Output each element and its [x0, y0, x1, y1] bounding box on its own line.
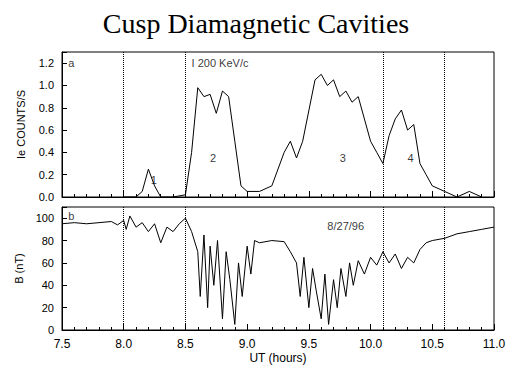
- svg-text:Cusp Diamagnetic Cavities: Cusp Diamagnetic Cavities: [103, 8, 409, 39]
- svg-text:2: 2: [210, 152, 216, 164]
- svg-text:100: 100: [36, 212, 54, 224]
- svg-text:10.5: 10.5: [421, 337, 445, 351]
- svg-text:80: 80: [42, 235, 54, 247]
- svg-text:3: 3: [340, 152, 346, 164]
- svg-text:1: 1: [150, 174, 157, 187]
- svg-text:0: 0: [48, 324, 54, 336]
- svg-text:Ie COUNTS/S: Ie COUNTS/S: [15, 90, 27, 159]
- svg-text:0.4: 0.4: [39, 146, 54, 158]
- svg-text:I 200 KeV/c: I 200 KeV/c: [192, 57, 249, 69]
- svg-text:10.0: 10.0: [359, 337, 383, 351]
- svg-text:b: b: [68, 210, 74, 222]
- svg-text:0.8: 0.8: [39, 102, 54, 114]
- svg-text:9.0: 9.0: [239, 337, 256, 351]
- svg-text:8.5: 8.5: [177, 337, 194, 351]
- svg-text:B (nT): B (nT): [13, 253, 25, 284]
- svg-text:4: 4: [408, 152, 414, 164]
- svg-text:0.6: 0.6: [39, 124, 54, 136]
- svg-text:0.0: 0.0: [39, 191, 54, 203]
- svg-text:9.5: 9.5: [301, 337, 318, 351]
- svg-text:40: 40: [42, 279, 54, 291]
- svg-text:a: a: [68, 57, 75, 69]
- svg-text:8/27/96: 8/27/96: [327, 220, 364, 232]
- svg-text:11.0: 11.0: [483, 337, 506, 351]
- svg-text:8.0: 8.0: [115, 337, 132, 351]
- svg-text:20: 20: [42, 302, 54, 314]
- svg-text:UT (hours): UT (hours): [249, 351, 306, 365]
- svg-text:1.2: 1.2: [39, 57, 54, 69]
- svg-text:0.2: 0.2: [39, 169, 54, 181]
- svg-text:1.0: 1.0: [39, 79, 54, 91]
- svg-text:7.5: 7.5: [54, 337, 71, 351]
- svg-text:60: 60: [42, 257, 54, 269]
